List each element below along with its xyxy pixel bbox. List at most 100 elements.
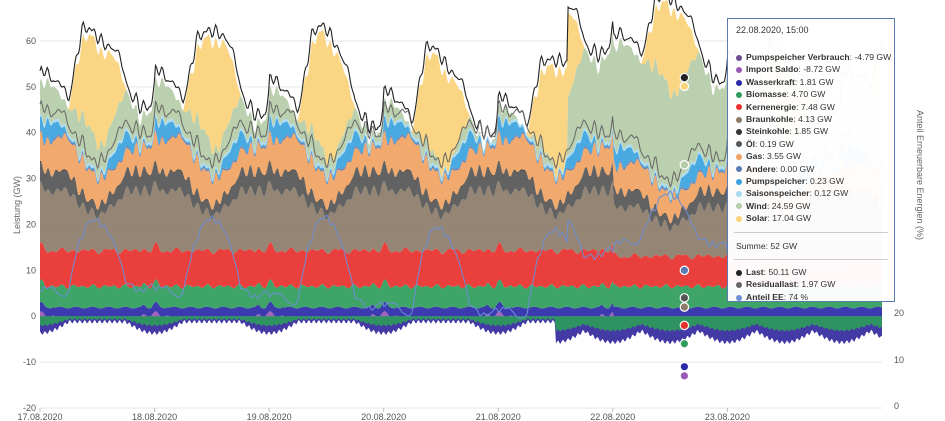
series-dot-icon [736,91,742,98]
series-dot-icon [736,191,742,198]
y-tick-label: 40 [26,128,36,138]
tooltip-separator [734,232,888,233]
tooltip-row: Andere: 0.00 GW [736,163,891,175]
x-tick-label: 20.08.2020 [361,412,406,421]
tooltip-row: Braunkohle: 4.13 GW [736,113,891,125]
tooltip-series-name: Saisonspeicher [746,188,810,199]
x-axis-ticks: 17.08.2020 18.08.2020 19.08.2020 20.08.2020… [17,408,750,421]
tooltip-series-name: Kernenergie [746,101,797,112]
tooltip-series-name: Steinkohle [746,126,790,137]
hover-marker [679,361,690,372]
series-dot-icon [736,104,742,111]
y-tick-label: -20 [23,403,36,413]
tooltip-row: Pumpspeicher Verbrauch: -4.79 GW [736,51,891,63]
tooltip-row: Pumpspeicher: 0.23 GW [736,175,891,187]
series-dot-icon [736,116,742,123]
y-tick-label: 20 [26,219,36,229]
tooltip-row: Import Saldo: -8.72 GW [736,63,891,75]
y2-tick-label: 10 [894,355,904,365]
series-dot-icon [736,79,742,86]
tooltip: 22.08.2020, 15:00 Pumpspeicher Verbrauch… [727,18,895,302]
x-tick-label: 23.08.2020 [705,412,750,421]
stacked-areas [40,0,882,345]
tooltip-series-name: Andere [746,163,776,174]
tooltip-series-value: 4.70 GW [791,89,826,100]
tooltip-row: Biomasse: 4.70 GW [736,88,891,100]
area-saisonspeicher [40,112,882,201]
tooltip-series-value: -8.72 GW [803,64,841,75]
tooltip-line-rows: Last: 50.11 GW Residuallast: 1.97 GW Antei… [736,266,835,303]
x-tick-label: 17.08.2020 [17,412,62,421]
tooltip-series-value: 0.19 GW [759,138,794,149]
area-kernenergie [40,242,882,289]
hover-marker [679,338,690,349]
tooltip-series-value: 24.59 GW [771,200,811,211]
tooltip-row: Steinkohle: 1.85 GW [736,125,891,137]
tooltip-row: Wasserkraft: 1.81 GW [736,76,891,88]
tooltip-sum-value: 52 GW [770,241,798,251]
area-negative-import [40,316,882,332]
tooltip-series-value: 0.00 GW [780,163,815,174]
tooltip-series-name: Anteil EE [746,291,784,302]
tooltip-series-value: 1.85 GW [794,126,829,137]
hover-markers [679,72,690,381]
series-dot-icon [736,67,742,74]
tooltip-row: Saisonspeicher: 0.12 GW [736,187,891,199]
series-dot-icon [736,215,742,222]
tooltip-row: Anteil EE: 74 % [736,291,835,303]
tooltip-series-value: 0.23 GW [810,175,844,186]
tooltip-row: Öl: 0.19 GW [736,138,891,150]
tooltip-series-name: Wind [746,200,767,211]
area-steinkohle [40,161,882,232]
tooltip-series-name: Last [746,267,764,277]
tooltip-series-value: 74 % [788,291,809,302]
tooltip-series-name: Öl [746,138,756,149]
y2-axis-title: Anteil Erneuerbare Energien (%) [915,110,925,240]
y-axis-ticks: -20 -10 0 10 20 30 40 50 60 [23,36,36,413]
series-dot-icon [736,178,742,185]
y-tick-label: 30 [26,174,36,184]
y-axis-title: Leistung (GW) [12,176,22,234]
tooltip-separator [734,259,888,260]
hover-marker [679,302,690,312]
tooltip-series-name: Biomasse [746,89,787,100]
series-dot-icon [736,166,742,173]
y-tick-label: -10 [23,357,36,367]
series-dot-icon [736,269,742,276]
tooltip-series-value: 1.81 GW [799,76,834,87]
area-braunkohle [40,180,882,260]
area-gas [40,130,882,224]
tooltip-series-value: 3.55 GW [767,151,801,162]
tooltip-series-name: Gas [746,151,763,162]
tooltip-series-name: Import Saldo [746,64,799,75]
series-dot-icon [736,282,742,289]
area-pumpspeicher [40,115,882,202]
y-tick-label: 0 [31,311,36,321]
hover-marker [679,371,690,381]
series-dot-icon [736,294,742,301]
y2-axis-ticks: 0 10 20 [894,308,904,411]
y-tick-label: 60 [26,36,36,46]
x-tick-label: 18.08.2020 [132,412,177,421]
tooltip-series-name: Pumpspeicher Verbrauch [746,52,850,62]
tooltip-row: Gas: 3.55 GW [736,150,891,162]
series-dot-icon [736,153,742,160]
tooltip-sum: Summe: 52 GW [736,241,798,251]
tooltip-series-name: Braunkohle [746,113,794,124]
tooltip-header: 22.08.2020, 15:00 [736,25,809,35]
tooltip-series-name: Solar [746,213,768,224]
tooltip-series-name: Wasserkraft [746,76,795,87]
series-dot-icon [736,129,742,136]
hover-marker [679,160,690,170]
hover-marker [679,81,690,92]
x-tick-label: 21.08.2020 [476,412,521,421]
y-tick-label: 10 [26,265,36,275]
tooltip-series-name: Residuallast [746,279,797,290]
tooltip-row: Kernenergie: 7.48 GW [736,101,891,113]
tooltip-series-value: 0.12 GW [814,188,849,199]
tooltip-series-value: 1.97 GW [801,279,836,290]
tooltip-series-value: 4.13 GW [798,113,832,124]
series-dot-icon [736,54,742,61]
area-solar [40,0,882,178]
